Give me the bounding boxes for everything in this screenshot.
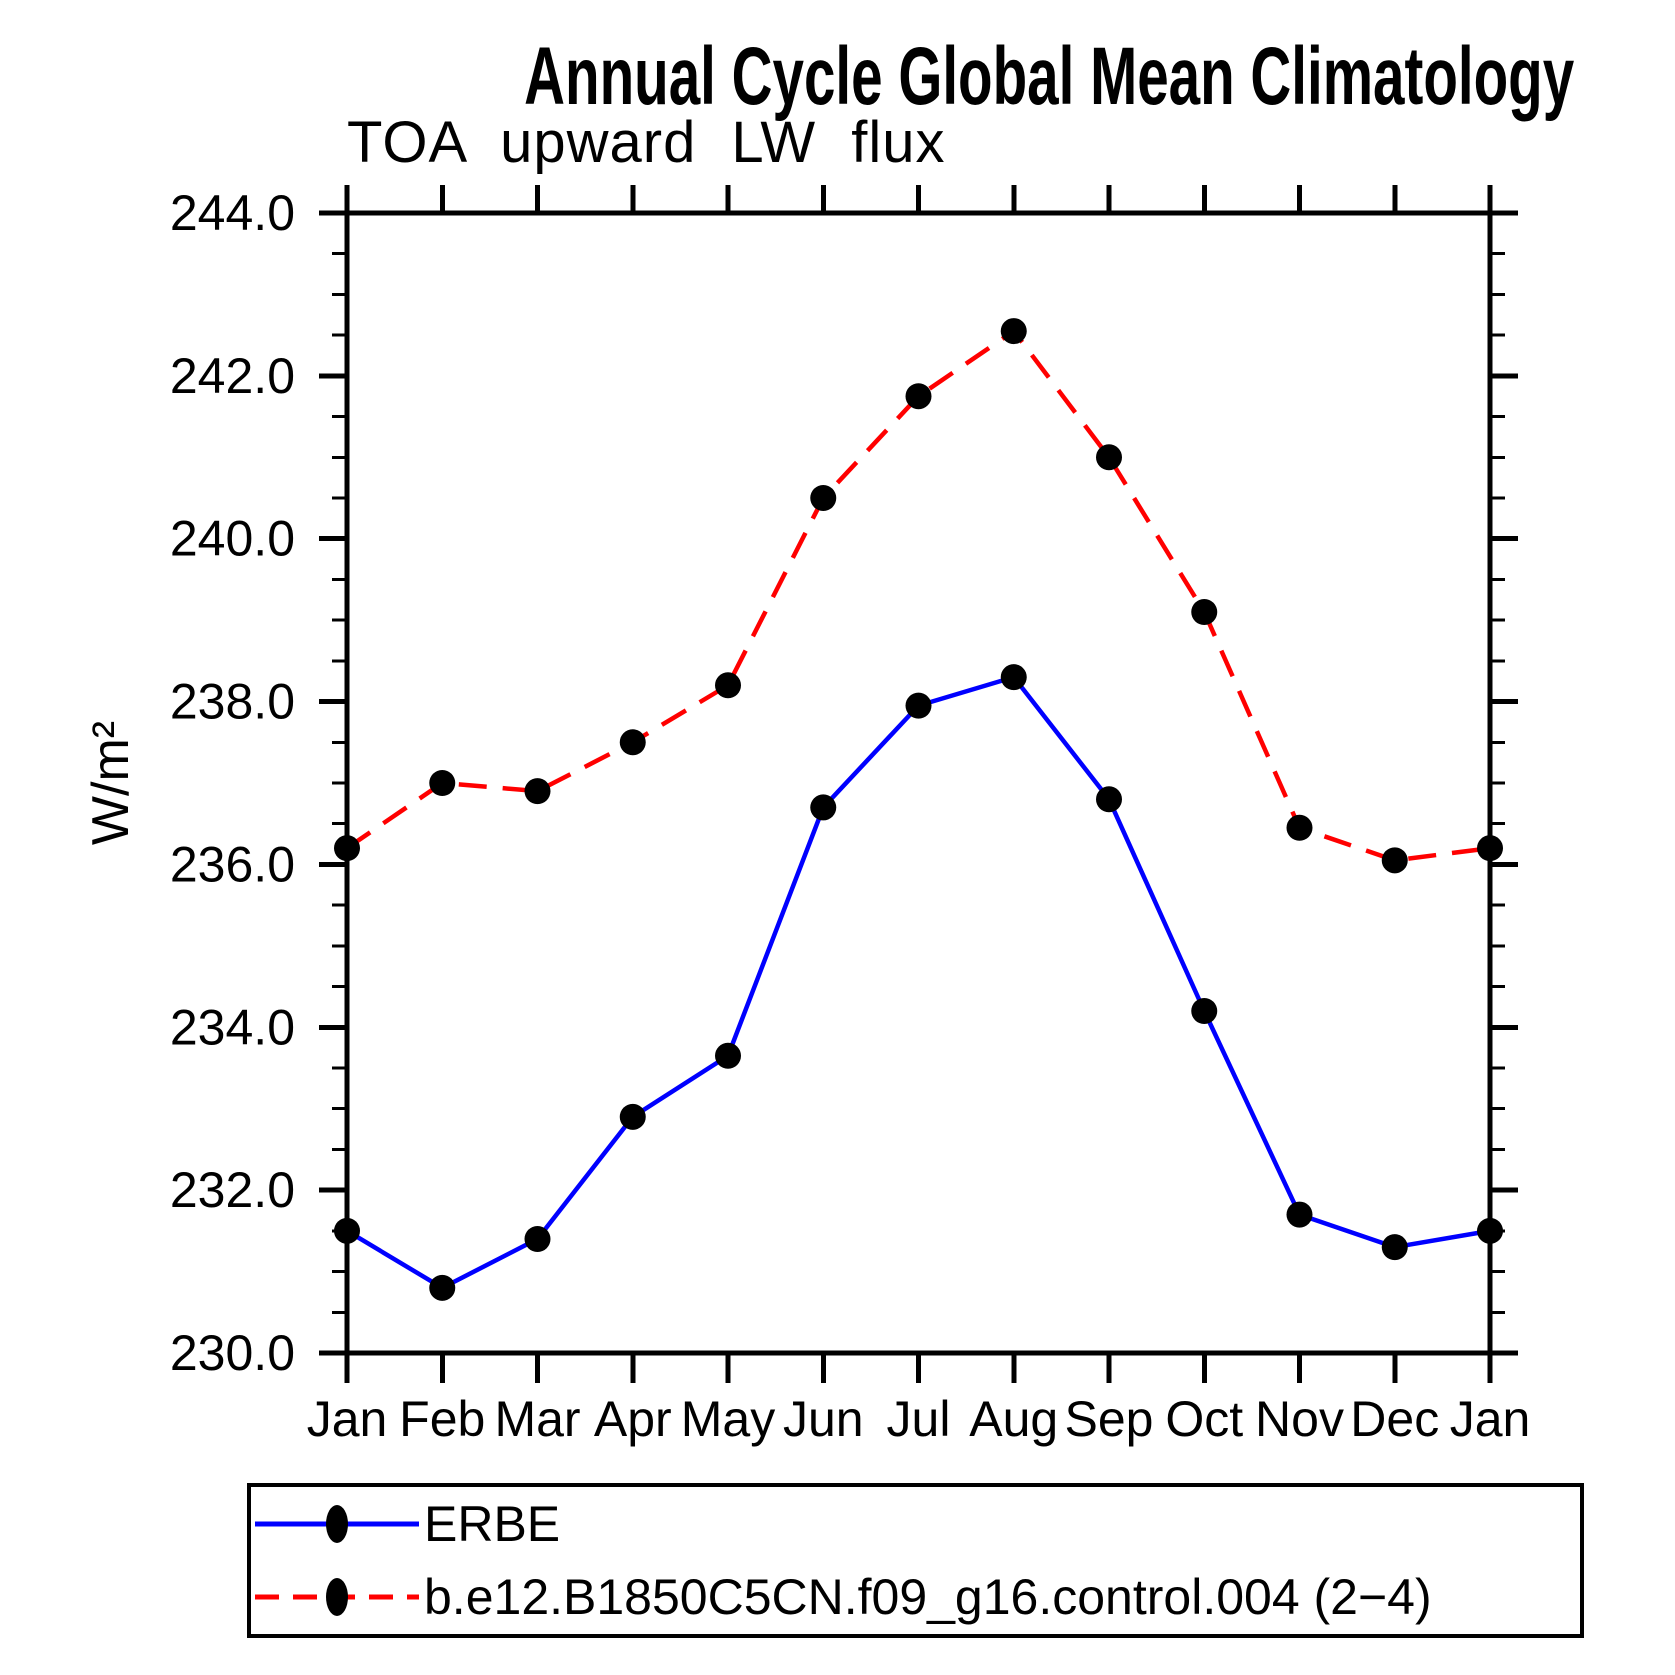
- data-point-marker: [715, 672, 741, 699]
- legend-sample-erbe: [255, 1504, 419, 1543]
- data-point-marker: [905, 692, 932, 719]
- data-point-marker: [619, 729, 646, 756]
- legend-item-model: b.e12.B1850C5CN.f09_g16.control.004 (2−4…: [252, 1561, 1580, 1635]
- x-tick-label: Jun: [783, 1391, 864, 1447]
- x-tick-label: Jan: [307, 1391, 388, 1447]
- data-point-marker: [1381, 847, 1408, 874]
- legend: ERBE b.e12.B1850C5CN.f09_g16.control.004…: [247, 1483, 1584, 1638]
- data-point-marker: [524, 778, 551, 805]
- series-line-erbe: [345, 674, 1491, 1291]
- data-point-marker: [1000, 318, 1027, 345]
- data-point-marker: [810, 794, 837, 821]
- data-point-marker: [1191, 998, 1218, 1024]
- y-tick-label: 234.0: [170, 999, 295, 1055]
- data-point-marker: [429, 1274, 456, 1301]
- legend-marker: [326, 1578, 348, 1617]
- y-tick-label: 236.0: [170, 836, 295, 892]
- legend-sample-model: [255, 1578, 419, 1617]
- data-point-marker: [1096, 444, 1122, 471]
- y-tick-label: 240.0: [170, 511, 295, 567]
- data-point-marker: [1286, 1201, 1313, 1228]
- data-point-marker: [334, 835, 360, 862]
- data-point-marker: [429, 770, 456, 796]
- data-point-marker: [1000, 664, 1027, 691]
- data-point-marker: [1191, 599, 1218, 625]
- legend-marker: [326, 1504, 348, 1543]
- data-point-marker: [1477, 835, 1503, 862]
- x-tick-label: Nov: [1255, 1391, 1344, 1447]
- x-tick-label: Aug: [969, 1391, 1058, 1447]
- x-tick-label: Sep: [1065, 1391, 1154, 1447]
- data-point-marker: [619, 1103, 646, 1130]
- chart-subtitle: TOA upward LW flux: [347, 110, 946, 175]
- series-line-model: [345, 328, 1491, 863]
- legend-label-model: b.e12.B1850C5CN.f09_g16.control.004 (2−4…: [424, 1569, 1432, 1626]
- y-tick-label: 242.0: [170, 348, 295, 404]
- legend-label-erbe: ERBE: [424, 1495, 561, 1552]
- x-tick-label: Mar: [494, 1391, 580, 1447]
- data-point-marker: [524, 1226, 551, 1252]
- x-tick-label: Oct: [1165, 1391, 1243, 1447]
- x-tick-label: Apr: [594, 1391, 672, 1447]
- y-tick-label: 244.0: [170, 185, 295, 241]
- x-tick-label: Feb: [399, 1391, 485, 1447]
- y-tick-label: 232.0: [170, 1162, 295, 1218]
- x-tick-label: May: [681, 1391, 775, 1447]
- y-tick-label: 238.0: [170, 674, 295, 730]
- legend-item-erbe: ERBE: [252, 1487, 1580, 1561]
- y-tick-label: 230.0: [170, 1325, 295, 1381]
- data-point-marker: [1096, 786, 1122, 813]
- data-point-marker: [334, 1217, 360, 1244]
- data-point-marker: [905, 383, 932, 410]
- x-tick-label: Jul: [887, 1391, 951, 1447]
- data-point-marker: [1381, 1234, 1408, 1261]
- data-point-marker: [715, 1042, 741, 1069]
- data-point-marker: [1286, 814, 1313, 841]
- data-point-marker: [810, 485, 837, 511]
- data-point-marker: [1477, 1217, 1503, 1244]
- x-tick-label: Jan: [1450, 1391, 1531, 1447]
- x-tick-label: Dec: [1350, 1391, 1439, 1447]
- axes: [319, 185, 1518, 1383]
